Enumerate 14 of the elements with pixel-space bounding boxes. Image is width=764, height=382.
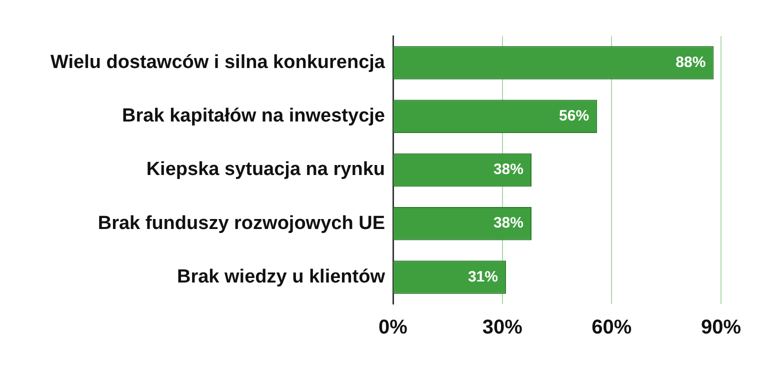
x-tick-label: 30% [482,316,523,339]
y-tick-label: Wielu dostawców i silna konkurencja [50,52,386,74]
data-label: 56% [559,108,590,125]
data-label: 38% [493,161,524,178]
y-tick-label: Brak kapitałów na inwestycje [122,106,385,127]
data-label: 38% [493,214,524,232]
data-label: 31% [468,268,498,286]
x-tick-label: 90% [700,316,742,339]
y-tick-label: Brak funduszy rozwojowych UE [98,212,385,234]
y-tick-label: Kiepska sytuacja na rynku [146,159,385,180]
data-label: 88% [676,54,706,71]
x-tick-label: 0% [378,316,408,339]
y-tick-label: Brak wiedzy u klientów [177,266,386,288]
x-tick-label: 60% [592,316,632,339]
